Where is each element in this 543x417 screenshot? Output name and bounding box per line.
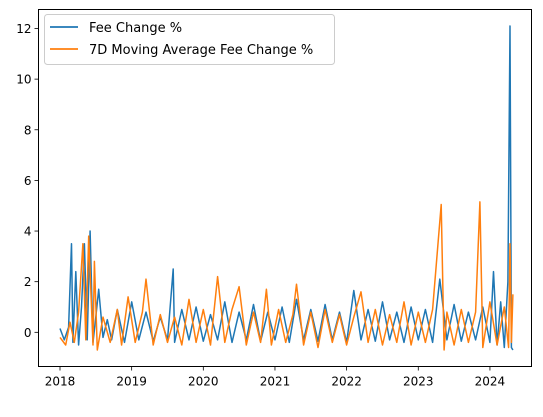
series-line-7d-moving-average [59,201,514,351]
legend-label-fee-change: Fee Change % [89,21,182,36]
y-axis: 0 2 4 6 8 10 12 [16,22,39,340]
y-tick-label: 0 [24,326,32,340]
y-tick-label: 8 [24,123,32,137]
axes-frame [38,9,532,367]
y-tick-label: 12 [16,22,31,36]
legend-box [44,14,335,65]
x-axis: 2018 2019 2020 2021 2022 2023 2024 [45,366,506,389]
y-tick-label: 10 [16,73,31,87]
x-tick-label: 2023 [403,375,434,389]
x-tick-label: 2018 [45,375,76,389]
x-tick-label: 2020 [188,375,219,389]
y-tick-label: 2 [24,275,32,289]
legend: Fee Change % 7D Moving Average Fee Chang… [44,14,335,65]
legend-label-7d-moving-average: 7D Moving Average Fee Change % [89,43,313,58]
x-tick-label: 2021 [260,375,291,389]
y-tick-label: 6 [24,174,32,188]
plot-area [59,25,514,351]
y-tick-label: 4 [24,225,32,239]
x-tick-label: 2022 [331,375,362,389]
x-tick-label: 2024 [475,375,506,389]
x-tick-label: 2019 [116,375,147,389]
